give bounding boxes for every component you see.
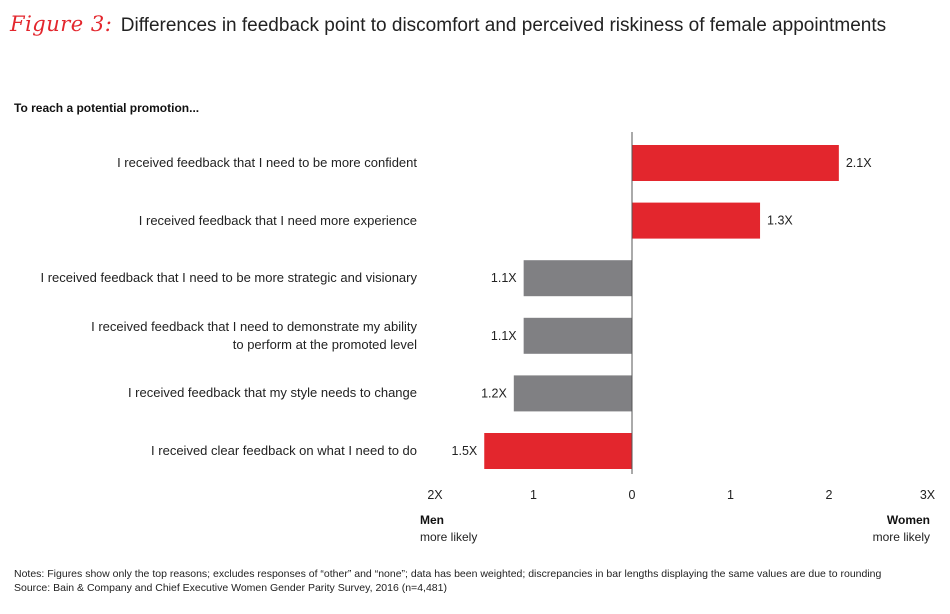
men-sub-label: more likely <box>420 530 478 544</box>
bar-2 <box>632 202 761 239</box>
chart-subtitle: To reach a potential promotion... <box>14 101 200 115</box>
category-label-line: I received feedback that I need to be mo… <box>40 270 418 286</box>
category-label-6: I received clear feedback on what I need… <box>0 442 417 460</box>
bar-4 <box>523 317 632 354</box>
bar-1 <box>632 145 839 181</box>
category-label-1: I received feedback that I need to be mo… <box>0 154 417 172</box>
men-label: Men <box>420 513 444 527</box>
notes-text: Notes: Figures show only the top reasons… <box>14 568 882 580</box>
women-axis-label: Women more likely <box>873 512 930 546</box>
footnotes: Notes: Figures show only the top reasons… <box>14 567 881 595</box>
x-tick-label: 2X <box>427 488 443 502</box>
category-label-4: I received feedback that I need to demon… <box>0 318 417 354</box>
bar-6 <box>484 433 632 469</box>
figure-title-text: Differences in feedback point to discomf… <box>120 15 887 36</box>
category-label-line: I received feedback that my style needs … <box>127 385 417 401</box>
bar-3 <box>523 260 632 297</box>
x-tick-label: 0 <box>629 488 636 502</box>
x-tick-label: 1 <box>727 488 734 502</box>
category-label-5: I received feedback that my style needs … <box>0 384 417 402</box>
figure-title: Figure 3: Differences in feedback point … <box>10 12 886 37</box>
x-tick-label: 2 <box>826 488 833 502</box>
women-label: Women <box>886 513 930 527</box>
category-label-line: I received clear feedback on what I need… <box>151 443 417 458</box>
category-label-line: I received feedback that I need to demon… <box>91 318 417 334</box>
category-label-line: I received feedback that I need more exp… <box>138 212 417 228</box>
value-label-5: 1.2X <box>481 386 507 400</box>
men-axis-label: Men more likely <box>420 512 477 546</box>
value-label-6: 1.5X <box>452 444 478 458</box>
x-tick-label: 1 <box>530 488 537 502</box>
category-label-line: to perform at the promoted level <box>232 336 417 352</box>
x-tick-label: 3X <box>920 488 936 502</box>
source-text: Source: Bain & Company and Chief Executi… <box>14 582 447 594</box>
category-label-line: I received feedback that I need to be mo… <box>117 155 417 170</box>
bar-5 <box>513 375 632 412</box>
value-label-2: 1.3X <box>767 214 793 228</box>
category-label-2: I received feedback that I need more exp… <box>0 212 417 230</box>
value-label-4: 1.1X <box>491 329 517 343</box>
category-label-3: I received feedback that I need to be mo… <box>0 269 418 287</box>
figure-label: Figure 3: <box>10 12 113 36</box>
women-sub-label: more likely <box>872 530 930 544</box>
value-label-3: 1.1X <box>491 271 517 285</box>
value-label-1: 2.1X <box>846 156 872 170</box>
